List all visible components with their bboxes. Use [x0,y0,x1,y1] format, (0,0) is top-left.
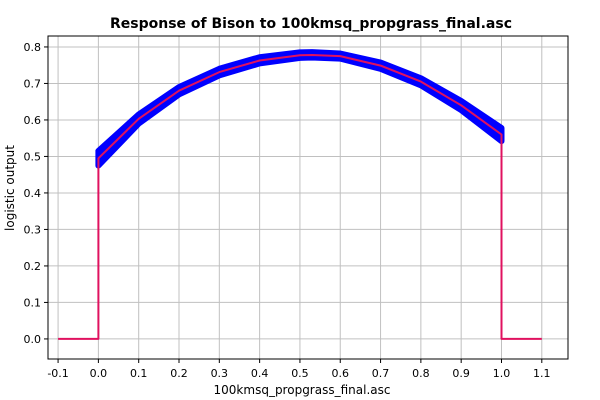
x-tick-label: 0.6 [331,367,349,380]
y-axis-ticks: 0.0 0.1 0.2 0.3 0.4 0.5 0.6 0.7 0.8 [24,41,48,346]
x-tick-label: 0.9 [452,367,470,380]
y-tick-label: 0.8 [24,41,42,54]
mean-response-path [58,54,542,340]
x-axis-ticks: -0.1 0.0 0.1 0.2 0.3 0.4 0.5 0.6 0.7 0.8 0.9 1.0 1.1 [47,359,551,380]
x-tick-label: 0.7 [372,367,390,380]
y-tick-label: 0.2 [24,260,42,273]
y-axis-label: logistic output [3,145,17,231]
y-tick-label: 0.0 [24,333,42,346]
chart-title: Response of Bison to 100kmsq_propgrass_f… [110,16,512,32]
x-tick-label: 0.4 [251,367,269,380]
x-tick-label: 0.1 [130,367,148,380]
y-tick-label: 0.3 [24,223,42,236]
grid [48,36,568,359]
y-tick-label: 0.7 [24,77,42,90]
y-tick-label: 0.1 [24,296,42,309]
x-tick-label: 0.5 [291,367,309,380]
y-tick-label: 0.6 [24,114,42,127]
y-tick-label: 0.5 [24,150,42,163]
x-tick-label: 0.3 [211,367,229,380]
plot-frame [47,35,569,360]
x-tick-label: 0.0 [90,367,108,380]
x-tick-label: 0.2 [170,367,188,380]
mean-response-line [58,54,542,340]
y-tick-label: 0.4 [24,187,42,200]
x-tick-label: 1.0 [493,367,511,380]
x-tick-label: 1.1 [533,367,551,380]
x-tick-label: -0.1 [47,367,68,380]
x-axis-label: 100kmsq_propgrass_final.asc [214,383,391,397]
x-tick-label: 0.8 [412,367,430,380]
